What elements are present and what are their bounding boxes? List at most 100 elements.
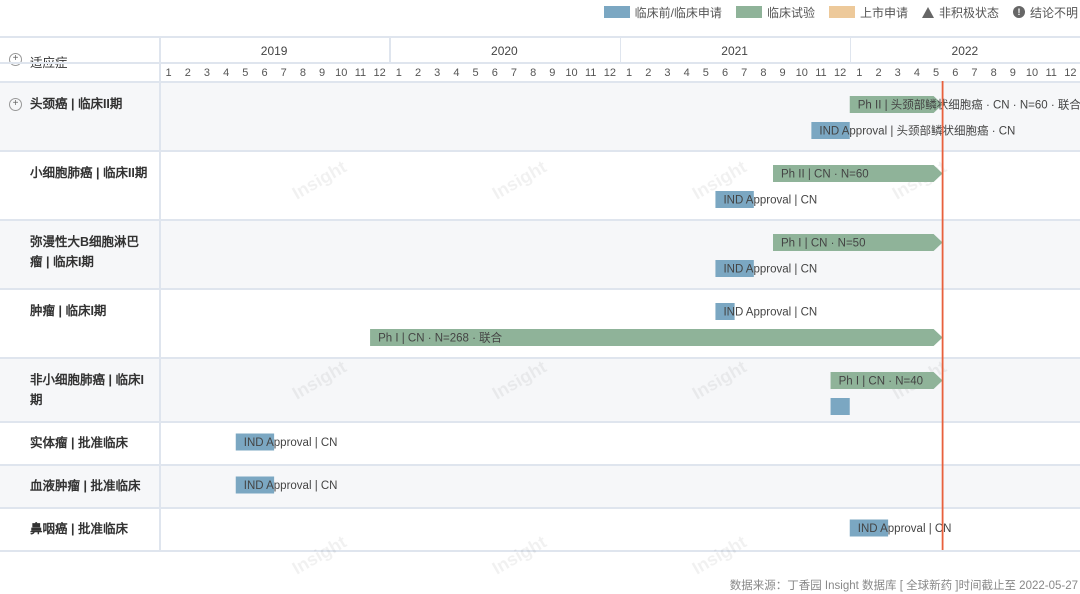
data-source-footer: 数据来源：丁香园 Insight 数据库 [ 全球新药 ]时间截止至 2022-… xyxy=(729,580,1078,592)
month-label: 1 xyxy=(395,67,402,79)
legend-item-clinical[interactable]: 临床试验 xyxy=(735,4,815,21)
month-label: 9 xyxy=(1009,67,1016,79)
month-label: 8 xyxy=(990,67,997,79)
grid-line xyxy=(0,36,1080,38)
grid-separator xyxy=(159,36,161,550)
month-label: 4 xyxy=(683,67,690,79)
legend-item-market[interactable]: 上市申请 xyxy=(828,4,908,21)
legend-item-unclear[interactable]: ! 结论不明 xyxy=(1012,4,1078,21)
watermark: Insight xyxy=(288,531,350,579)
year-label: 2021 xyxy=(721,44,748,58)
grid-line xyxy=(0,81,1080,83)
expand-all-icon[interactable]: + xyxy=(9,53,22,66)
month-label: 1 xyxy=(856,67,863,79)
month-label: 3 xyxy=(894,67,901,79)
month-label: 4 xyxy=(453,67,460,79)
year-label: 2022 xyxy=(951,44,979,58)
watermark: Insight xyxy=(688,156,750,204)
month-label: 8 xyxy=(530,67,537,79)
month-label: 12 xyxy=(603,67,617,79)
watermark: Insight xyxy=(288,156,350,204)
month-label: 6 xyxy=(491,67,498,79)
month-label: 8 xyxy=(760,67,767,79)
indication-label: 头颈癌 | 临床II期 xyxy=(30,97,123,111)
month-label: 3 xyxy=(203,67,211,79)
indication-label: 血液肿瘤 | 批准临床 xyxy=(30,478,141,493)
row-background xyxy=(0,357,1080,421)
grid-separator xyxy=(849,36,852,62)
month-label: 2 xyxy=(645,67,652,79)
month-label: 3 xyxy=(664,67,671,79)
month-label: 11 xyxy=(585,67,597,79)
month-label: 10 xyxy=(335,67,348,79)
month-label: 7 xyxy=(280,67,287,79)
month-label: 6 xyxy=(721,67,729,79)
grid-line xyxy=(0,288,1080,290)
grid-line xyxy=(0,219,1080,221)
month-label: 8 xyxy=(299,67,306,79)
legend-label: 临床前/临床申请 xyxy=(634,5,722,20)
month-label: 3 xyxy=(434,67,441,79)
grid-line xyxy=(0,421,1080,423)
legend-swatch-clinical xyxy=(735,6,762,18)
legend-swatch-preclinical xyxy=(603,6,630,18)
legend-swatch-market xyxy=(828,6,855,18)
month-label: 6 xyxy=(952,67,959,79)
grid-line xyxy=(0,464,1080,466)
month-label: 10 xyxy=(795,67,808,79)
grid-line xyxy=(0,150,1080,152)
month-label: 7 xyxy=(741,67,748,79)
watermark: Insight xyxy=(888,156,950,204)
month-label: 9 xyxy=(319,67,326,79)
month-label: 6 xyxy=(261,67,268,79)
month-label: 10 xyxy=(1025,67,1039,79)
month-label: 10 xyxy=(565,67,578,79)
legend-label: 临床试验 xyxy=(766,5,815,20)
header-corner: + 适应症 xyxy=(0,36,159,81)
legend: 临床前/临床申请 临床试验 上市申请 非积极状态 ! 结论不明 xyxy=(590,3,1078,21)
watermark: Insight xyxy=(488,156,550,204)
month-label: 12 xyxy=(834,67,847,79)
month-label: 1 xyxy=(626,67,633,79)
row-background xyxy=(0,81,1080,150)
grid-line xyxy=(0,507,1080,509)
month-label: 7 xyxy=(971,67,978,79)
info-icon: ! xyxy=(1012,6,1025,18)
month-label: 2 xyxy=(184,67,191,79)
month-label: 9 xyxy=(779,67,786,79)
watermark: Insight xyxy=(488,531,550,579)
legend-label: 结论不明 xyxy=(1029,5,1078,20)
row-background xyxy=(0,464,1080,507)
month-label: 7 xyxy=(510,67,518,79)
month-label: 2 xyxy=(875,67,882,79)
legend-item-preclinical[interactable]: 临床前/临床申请 xyxy=(603,4,722,21)
month-label: 12 xyxy=(1064,67,1077,79)
month-label: 5 xyxy=(472,67,479,79)
month-label: 11 xyxy=(354,67,367,79)
month-label: 1 xyxy=(165,67,172,79)
row-background xyxy=(0,219,1080,288)
grid-separator xyxy=(619,36,621,62)
indication-label: 鼻咽癌 | 批准临床 xyxy=(30,521,128,536)
grid-line xyxy=(0,550,1080,552)
expand-row-icon[interactable]: + xyxy=(9,98,22,111)
year-label: 2020 xyxy=(491,44,518,58)
triangle-icon xyxy=(921,6,934,18)
indication-label: 肿瘤 | 临床I期 xyxy=(30,304,107,318)
month-label: 12 xyxy=(373,67,386,79)
legend-label: 非积极状态 xyxy=(938,5,999,20)
grid-line xyxy=(0,62,1080,64)
month-label: 4 xyxy=(223,67,230,79)
watermark: Insight xyxy=(688,531,750,579)
legend-item-inactive[interactable]: 非积极状态 xyxy=(921,4,999,21)
month-label: 5 xyxy=(933,67,940,79)
month-label: 5 xyxy=(702,67,709,79)
grid-line xyxy=(0,357,1080,359)
grid-separator xyxy=(389,36,391,62)
indication-label: 弥漫性大B细胞淋巴瘤 | 临床I期 xyxy=(30,235,140,269)
month-label: 11 xyxy=(815,67,827,79)
indication-label: 非小细胞肺癌 | 临床I期 xyxy=(30,373,144,407)
indication-label: 小细胞肺癌 | 临床II期 xyxy=(30,166,148,180)
timeline-grid: + 适应症 头颈癌 | 临床II期 + 小细胞肺癌 | 临床II期弥漫性大B细胞淋巴… xyxy=(0,36,1080,578)
month-label: 11 xyxy=(1045,67,1057,79)
